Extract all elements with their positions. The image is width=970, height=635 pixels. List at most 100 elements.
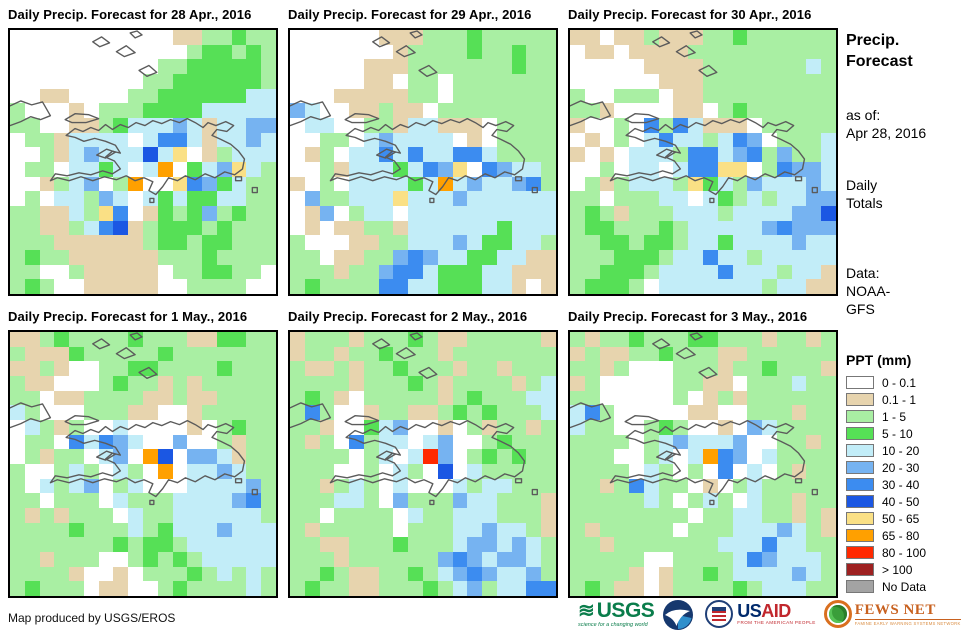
map-cell — [290, 264, 305, 280]
map-cell — [290, 493, 305, 508]
map-cell — [187, 147, 203, 162]
map-cell — [673, 250, 689, 265]
map-cell — [629, 420, 644, 435]
map-cell — [541, 376, 556, 391]
map-cell — [157, 235, 173, 250]
usgs-logo: ≋ USGS science for a changing world — [578, 600, 655, 629]
map-cell — [541, 132, 556, 148]
map-cell — [629, 478, 644, 494]
map-cell — [187, 30, 203, 45]
map-cell — [467, 434, 483, 450]
map-cell — [304, 537, 320, 552]
map-cell — [202, 449, 217, 464]
map-cell — [157, 191, 173, 206]
map-cell — [246, 405, 262, 420]
map-cell — [378, 74, 394, 89]
map-cell — [142, 250, 158, 265]
map-cell — [437, 118, 453, 133]
map-cell — [113, 132, 129, 148]
map-cell — [157, 376, 173, 391]
map-cell — [39, 390, 55, 406]
map-cell — [54, 405, 70, 420]
map-cell — [39, 59, 55, 74]
map-cell — [673, 103, 689, 118]
map-cell — [482, 449, 497, 464]
legend-item: > 100 — [846, 561, 970, 578]
map-cell — [202, 464, 217, 479]
map-cell — [128, 162, 143, 177]
map-cell — [128, 449, 143, 464]
map-cell — [349, 279, 364, 294]
map-cell — [202, 59, 217, 74]
map-cell — [717, 332, 733, 347]
info-column: Precip. Forecast as of: Apr 28, 2016 Dai… — [846, 30, 968, 318]
map-cell — [202, 162, 217, 177]
map-cell — [304, 176, 320, 192]
map-cell — [747, 176, 763, 192]
map-cell — [261, 220, 276, 236]
map-cell — [408, 537, 423, 552]
map-cell — [172, 346, 188, 362]
map-cell — [231, 103, 247, 118]
map-cell — [747, 420, 763, 435]
map-cell — [658, 103, 674, 118]
map-cell — [806, 191, 822, 206]
map-cell — [541, 250, 556, 265]
map-cell — [69, 566, 84, 582]
map-cell — [69, 74, 84, 89]
map-cell — [747, 376, 763, 391]
map-cell — [157, 74, 173, 89]
map-cell — [437, 552, 453, 567]
map-cell — [702, 478, 718, 494]
map-cell — [261, 162, 276, 177]
map-cell — [614, 279, 630, 294]
map-cell — [172, 162, 188, 177]
map-cell — [304, 74, 320, 89]
map-cell — [702, 332, 718, 347]
map-cell — [467, 264, 483, 280]
map-cell — [732, 162, 748, 177]
map-cell — [172, 235, 188, 250]
map-cell — [202, 235, 217, 250]
map-cell — [452, 279, 468, 294]
map-cell — [482, 176, 497, 192]
map-cell — [437, 147, 453, 162]
map-cell — [128, 478, 143, 494]
map-cell — [437, 493, 453, 508]
map-cell — [187, 405, 203, 420]
map-cell — [128, 434, 143, 450]
map-cell — [541, 279, 556, 294]
map-cell — [39, 581, 55, 596]
map-cell — [511, 235, 527, 250]
map-cell — [467, 405, 483, 420]
map-cell — [437, 30, 453, 45]
map-cell — [467, 537, 483, 552]
map-cell — [113, 390, 129, 406]
map-cell — [113, 264, 129, 280]
map-cell — [776, 235, 792, 250]
map-cell — [10, 191, 25, 206]
map-cell — [378, 581, 394, 596]
map-cell — [231, 191, 247, 206]
map-cell — [511, 132, 527, 148]
map-cell — [408, 420, 423, 435]
map-cell — [482, 346, 497, 362]
map-cell — [643, 346, 659, 362]
map-cell — [688, 537, 703, 552]
map-cell — [319, 508, 335, 523]
map-cell — [172, 59, 188, 74]
map-cell — [658, 566, 674, 582]
map-cell — [128, 206, 143, 221]
map-cell — [128, 74, 143, 89]
map-cell — [791, 581, 807, 596]
map-cell — [231, 220, 247, 236]
map-cell — [261, 390, 276, 406]
map-cell — [658, 581, 674, 596]
map-cell — [10, 332, 25, 347]
map-cell — [319, 449, 335, 464]
map-cell — [762, 420, 777, 435]
map-cell — [496, 478, 512, 494]
map-cell — [482, 220, 497, 236]
map-cell — [216, 508, 232, 523]
tortuga-island-outline — [624, 415, 660, 426]
